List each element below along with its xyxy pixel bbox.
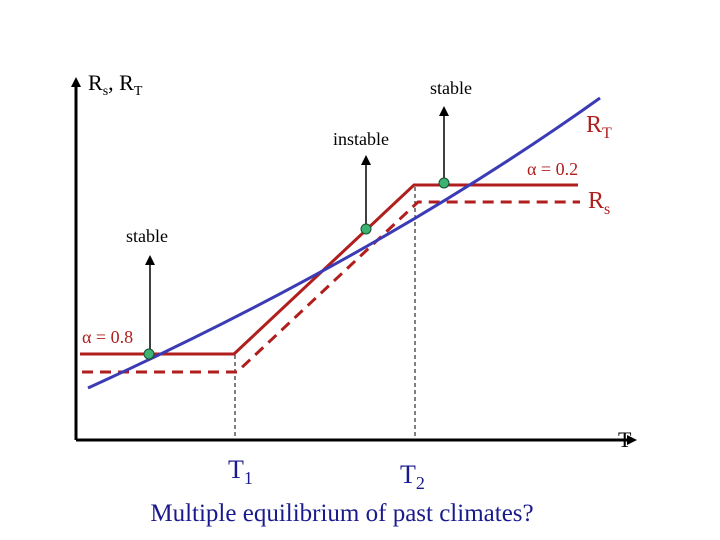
rs-curve-dashed bbox=[82, 200, 580, 374]
t2-label: T2 bbox=[400, 460, 425, 493]
rt-curve bbox=[87, 96, 601, 390]
stable-lower-label: stable bbox=[126, 226, 168, 246]
equilibrium-point-middle bbox=[360, 223, 372, 235]
y-axis-label: Rs, RT bbox=[88, 70, 143, 99]
instable-label: instable bbox=[333, 129, 389, 149]
rs-curve-solid bbox=[80, 183, 578, 356]
stable-upper-label: stable bbox=[430, 78, 472, 98]
x-axis-label: T bbox=[618, 427, 632, 452]
equilibrium-point-lower bbox=[143, 348, 155, 360]
diagram-caption: Multiple equilibrium of past climates? bbox=[150, 500, 533, 527]
t1-label: T1 bbox=[228, 455, 253, 488]
rs-label: Rs bbox=[588, 188, 610, 218]
rt-label: RT bbox=[586, 112, 612, 142]
alpha-high-label: α = 0.2 bbox=[527, 159, 578, 179]
alpha-low-label: α = 0.8 bbox=[82, 327, 133, 347]
equilibrium-point-upper bbox=[438, 177, 450, 189]
